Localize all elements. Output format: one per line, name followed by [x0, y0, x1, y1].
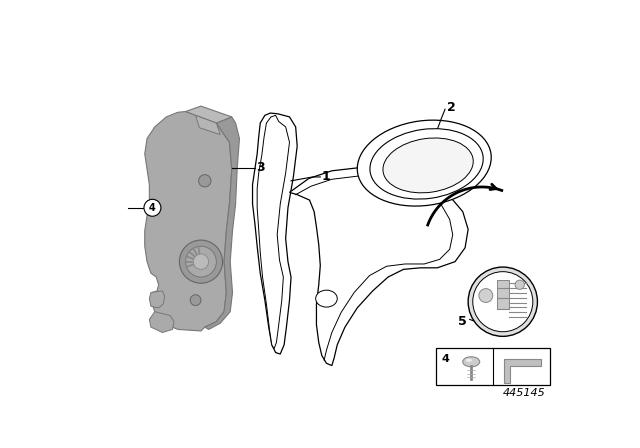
Polygon shape — [186, 106, 232, 123]
Circle shape — [468, 267, 538, 336]
Polygon shape — [149, 312, 174, 332]
Ellipse shape — [357, 120, 492, 206]
Circle shape — [190, 295, 201, 306]
Polygon shape — [149, 291, 164, 308]
Polygon shape — [145, 112, 232, 331]
Text: 4: 4 — [442, 354, 450, 364]
Polygon shape — [196, 116, 220, 134]
Ellipse shape — [370, 129, 483, 199]
Text: 5: 5 — [458, 315, 467, 328]
Polygon shape — [257, 116, 289, 349]
Circle shape — [186, 246, 216, 277]
Text: 3: 3 — [257, 161, 265, 174]
Ellipse shape — [316, 290, 337, 307]
Circle shape — [515, 280, 524, 289]
Bar — [436, 348, 550, 385]
Circle shape — [179, 240, 223, 283]
Circle shape — [198, 175, 211, 187]
Circle shape — [144, 199, 161, 216]
Polygon shape — [289, 168, 468, 366]
Text: 445145: 445145 — [503, 388, 546, 397]
Polygon shape — [205, 117, 239, 329]
Polygon shape — [504, 359, 541, 383]
Ellipse shape — [463, 357, 480, 367]
Bar — [497, 280, 509, 310]
Ellipse shape — [466, 359, 472, 362]
Text: 1: 1 — [322, 170, 331, 184]
Circle shape — [473, 271, 533, 332]
Text: 4: 4 — [149, 203, 156, 213]
Circle shape — [193, 254, 209, 269]
Circle shape — [479, 289, 493, 302]
Polygon shape — [253, 113, 297, 354]
Ellipse shape — [383, 138, 473, 193]
Text: 2: 2 — [447, 101, 455, 114]
